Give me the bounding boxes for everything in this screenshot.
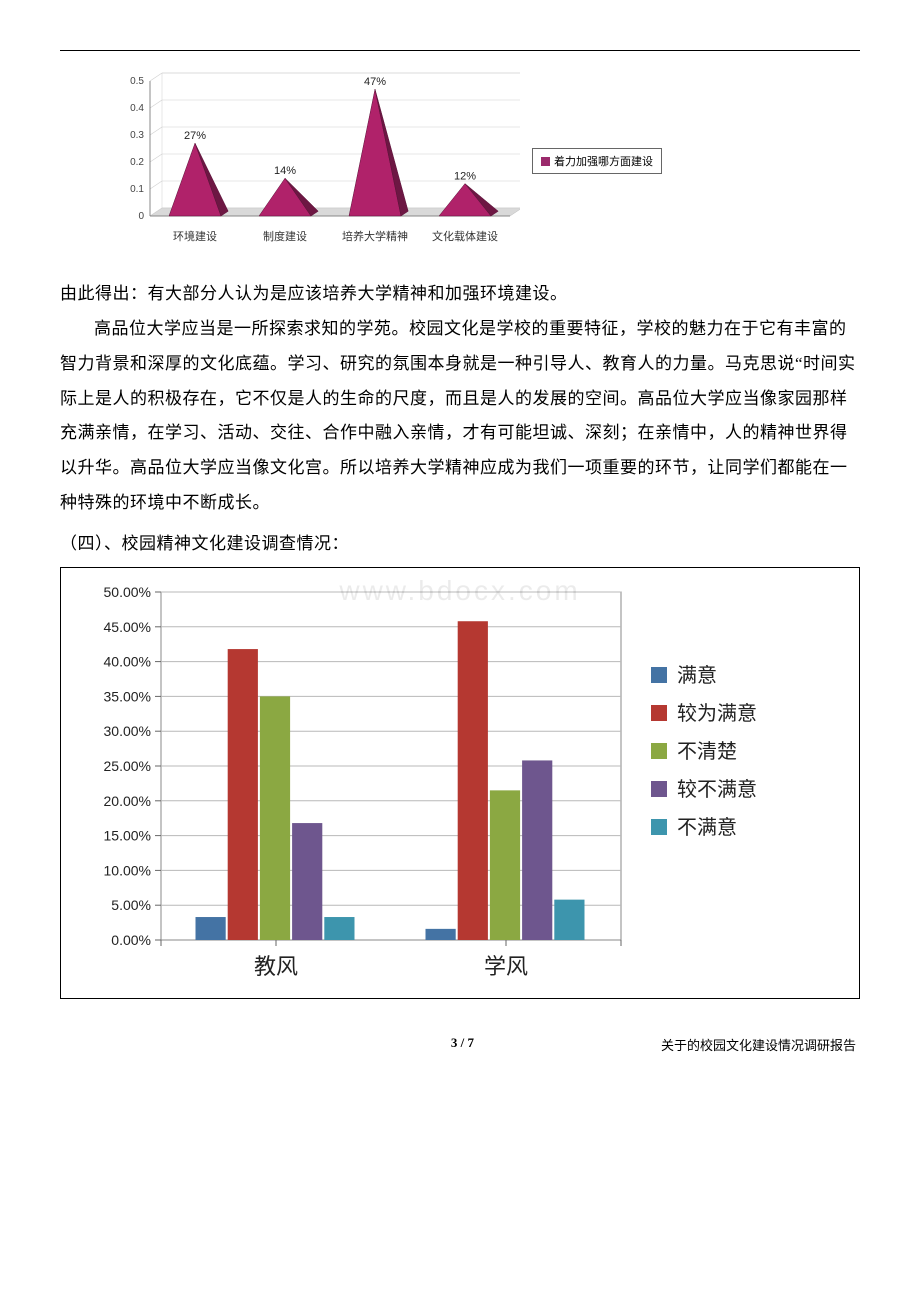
chart1-legend: 着力加强哪方面建设 bbox=[532, 148, 662, 174]
svg-text:0.3: 0.3 bbox=[130, 130, 144, 141]
svg-text:不满意: 不满意 bbox=[677, 816, 737, 839]
section-heading: （四）、校园精神文化建设调查情况： bbox=[60, 527, 860, 561]
svg-text:14%: 14% bbox=[274, 165, 296, 177]
page-number: 3 / 7 bbox=[264, 1035, 661, 1054]
top-rule bbox=[60, 50, 860, 51]
page-footer: 3 / 7 关于的校园文化建设情况调研报告 bbox=[60, 1035, 860, 1054]
svg-text:较为满意: 较为满意 bbox=[677, 702, 757, 725]
svg-text:0.00%: 0.00% bbox=[111, 932, 151, 948]
body-text: 高品位大学应当是一所探索求知的学苑。校园文化是学校的重要特征，学校的魅力在于它有… bbox=[60, 312, 860, 521]
chart2-container: 0.00% 5.00% 10.00% 15.00% 20.00% 25.00% 30.00%… bbox=[60, 567, 860, 999]
svg-text:0.4: 0.4 bbox=[130, 103, 144, 114]
svg-text:环境建设: 环境建设 bbox=[173, 229, 217, 243]
svg-text:文化载体建设: 文化载体建设 bbox=[432, 229, 498, 243]
conclusion-text: 由此得出：有大部分人认为是应该培养大学精神和加强环境建设。 bbox=[60, 277, 860, 312]
svg-text:20.00%: 20.00% bbox=[104, 793, 151, 809]
svg-text:培养大学精神: 培养大学精神 bbox=[342, 229, 408, 243]
svg-text:满意: 满意 bbox=[677, 664, 717, 687]
svg-text:25.00%: 25.00% bbox=[104, 758, 151, 774]
svg-text:制度建设: 制度建设 bbox=[263, 229, 307, 243]
svg-text:27%: 27% bbox=[184, 130, 206, 142]
bar-chart: 0.00% 5.00% 10.00% 15.00% 20.00% 25.00% 30.00%… bbox=[71, 580, 831, 990]
svg-text:35.00%: 35.00% bbox=[104, 688, 151, 704]
svg-text:50.00%: 50.00% bbox=[104, 584, 151, 600]
pyramid-chart: 0 0.1 0.2 0.3 0.4 0.5 27% 环境建设 14% 制度建设 47% 培养大学精神 1… bbox=[100, 71, 520, 251]
svg-text:5.00%: 5.00% bbox=[111, 897, 151, 913]
chart1-container: 0 0.1 0.2 0.3 0.4 0.5 27% 环境建设 14% 制度建设 47% 培养大学精神 1… bbox=[100, 71, 860, 251]
legend-swatch bbox=[541, 157, 550, 166]
svg-text:学风: 学风 bbox=[484, 954, 528, 979]
svg-text:45.00%: 45.00% bbox=[104, 619, 151, 635]
svg-text:教风: 教风 bbox=[254, 954, 298, 979]
svg-text:0: 0 bbox=[138, 211, 144, 222]
svg-text:不清楚: 不清楚 bbox=[677, 740, 737, 763]
svg-text:较不满意: 较不满意 bbox=[677, 778, 757, 801]
svg-text:0.2: 0.2 bbox=[130, 157, 144, 168]
footer-title: 关于的校园文化建设情况调研报告 bbox=[661, 1035, 856, 1054]
svg-text:12%: 12% bbox=[454, 171, 476, 183]
svg-text:47%: 47% bbox=[364, 76, 386, 88]
svg-text:10.00%: 10.00% bbox=[104, 862, 151, 878]
svg-text:40.00%: 40.00% bbox=[104, 654, 151, 670]
svg-text:0.5: 0.5 bbox=[130, 76, 144, 87]
footer-spacer bbox=[64, 1035, 264, 1054]
svg-text:0.1: 0.1 bbox=[130, 184, 144, 195]
svg-text:30.00%: 30.00% bbox=[104, 723, 151, 739]
legend-label: 着力加强哪方面建设 bbox=[554, 153, 653, 169]
svg-text:15.00%: 15.00% bbox=[104, 828, 151, 844]
page: 0 0.1 0.2 0.3 0.4 0.5 27% 环境建设 14% 制度建设 47% 培养大学精神 1… bbox=[0, 0, 920, 1094]
